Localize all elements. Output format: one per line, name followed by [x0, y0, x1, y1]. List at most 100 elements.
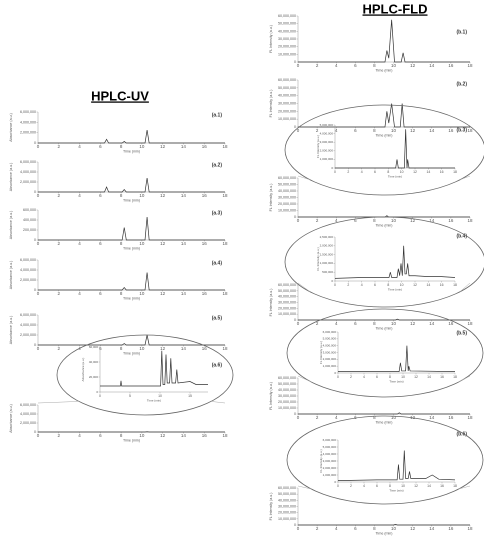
- connector: [459, 175, 471, 180]
- x-tick-label: 14: [427, 375, 431, 379]
- x-tick-label: 10: [391, 415, 397, 420]
- chromatogram-line: [38, 130, 225, 144]
- x-tick-label: 14: [426, 170, 430, 174]
- y-tick-label: 60,000,000: [278, 176, 296, 180]
- y-tick-label: 40,000,000: [278, 498, 296, 502]
- x-tick-label: 2: [58, 346, 61, 351]
- x-tick-label: 18: [453, 484, 457, 488]
- x-tick-label: 6: [99, 193, 102, 198]
- chromatogram-line: [298, 19, 470, 63]
- x-tick-label: 0: [297, 415, 300, 420]
- y-tick-label: 0: [294, 215, 296, 219]
- x-tick-label: 0: [334, 170, 336, 174]
- chromatogram-line: [100, 350, 208, 387]
- x-tick-label: 2: [347, 170, 349, 174]
- x-tick-label: 18: [467, 415, 473, 420]
- panel-label: (b.1): [456, 29, 467, 35]
- y-tick-label: 40,000,000: [278, 295, 296, 299]
- x-tick-label: 2: [58, 241, 61, 246]
- panel-label: (a.4): [212, 260, 223, 266]
- x-tick-label: 2: [58, 144, 61, 149]
- y-tick-label: 4,000,000: [323, 452, 337, 456]
- y-tick-label: 50,000,000: [278, 289, 296, 293]
- y-tick-label: 40,000,000: [278, 94, 296, 98]
- y-tick-label: 0: [34, 141, 36, 145]
- x-tick-label: 6: [99, 144, 102, 149]
- x-tick-label: 14: [429, 321, 435, 326]
- y-tick-label: 60,000: [89, 345, 99, 349]
- x-tick-label: 4: [78, 241, 81, 246]
- connector: [297, 175, 311, 180]
- x-axis-label: Time (min): [375, 531, 392, 535]
- x-tick-label: 16: [448, 415, 454, 420]
- y-tick-label: 0: [34, 238, 36, 242]
- x-tick-label: 6: [376, 484, 378, 488]
- x-tick-label: 16: [440, 170, 444, 174]
- y-tick-label: 20,000,000: [278, 45, 296, 49]
- x-tick-label: 14: [429, 415, 435, 420]
- chromatogram-line: [38, 334, 225, 346]
- x-tick-label: 4: [78, 346, 81, 351]
- y-tick-label: 0: [34, 190, 36, 194]
- y-tick-label: 2,000,000: [320, 244, 334, 248]
- x-tick-label: 12: [160, 193, 166, 198]
- x-tick-label: 16: [440, 375, 444, 379]
- y-tick-label: 4,000,000: [20, 170, 36, 174]
- panel-label: (a.6): [212, 362, 223, 368]
- x-tick-label: 8: [120, 241, 123, 246]
- x-tick-label: 0: [297, 321, 300, 326]
- y-tick-label: 10,000,000: [278, 517, 296, 521]
- x-tick-label: 14: [429, 128, 435, 133]
- y-axis-label: FL Intensity (a.u.): [269, 184, 273, 212]
- x-tick-label: 16: [202, 433, 208, 438]
- x-tick-label: 14: [181, 291, 187, 296]
- x-tick-label: 0: [297, 526, 300, 531]
- y-axis-label: Absorbance (a.u.): [81, 358, 85, 382]
- x-tick-label: 15: [188, 394, 192, 398]
- x-tick-label: 0: [37, 241, 40, 246]
- y-tick-label: 3,000,000: [323, 350, 337, 354]
- x-tick-label: 10: [158, 394, 162, 398]
- y-tick-label: 4,000,000: [320, 131, 334, 135]
- y-axis-label: FL Intensity (a.u.): [269, 382, 273, 410]
- y-tick-label: 0: [34, 288, 36, 292]
- y-axis-label: FL Intensity (a.u.): [269, 25, 273, 53]
- x-tick-label: 18: [467, 63, 473, 68]
- x-tick-label: 8: [120, 144, 123, 149]
- x-tick-label: 16: [448, 63, 454, 68]
- y-tick-label: 500,000: [322, 270, 333, 274]
- connector: [297, 375, 312, 383]
- y-axis-label: FL Intensity (a.u.): [319, 449, 323, 472]
- y-tick-label: 6,000,000: [20, 110, 36, 114]
- x-axis-label: Time (min): [375, 68, 392, 72]
- y-tick-label: 600,000: [23, 208, 36, 212]
- x-axis-label: Time (min): [123, 438, 140, 442]
- x-tick-label: 16: [448, 218, 454, 223]
- x-tick-label: 12: [410, 321, 416, 326]
- x-tick-label: 8: [373, 415, 376, 420]
- x-tick-label: 10: [139, 433, 145, 438]
- y-tick-label: 6,000,000: [323, 438, 337, 442]
- y-tick-label: 2,000,000: [20, 131, 36, 135]
- x-tick-label: 0: [297, 128, 300, 133]
- y-tick-label: 40,000,000: [278, 29, 296, 33]
- x-tick-label: 16: [448, 128, 454, 133]
- x-tick-label: 14: [181, 346, 187, 351]
- x-tick-label: 0: [37, 291, 40, 296]
- x-tick-label: 2: [316, 128, 319, 133]
- x-axis-label: Time (min): [375, 420, 392, 424]
- x-tick-label: 0: [37, 346, 40, 351]
- x-tick-label: 12: [410, 128, 416, 133]
- y-axis-label: FL Intensity (a.u.): [316, 135, 320, 158]
- x-tick-label: 16: [448, 526, 454, 531]
- x-tick-label: 4: [335, 218, 338, 223]
- x-tick-label: 14: [427, 484, 431, 488]
- x-tick-label: 8: [373, 218, 376, 223]
- y-tick-label: 30,000,000: [278, 300, 296, 304]
- y-tick-label: 10,000,000: [278, 52, 296, 56]
- y-tick-label: 0: [334, 480, 336, 484]
- x-tick-label: 12: [414, 484, 418, 488]
- x-tick-label: 10: [391, 218, 397, 223]
- y-tick-label: 4,000,000: [20, 120, 36, 124]
- x-tick-label: 4: [335, 128, 338, 133]
